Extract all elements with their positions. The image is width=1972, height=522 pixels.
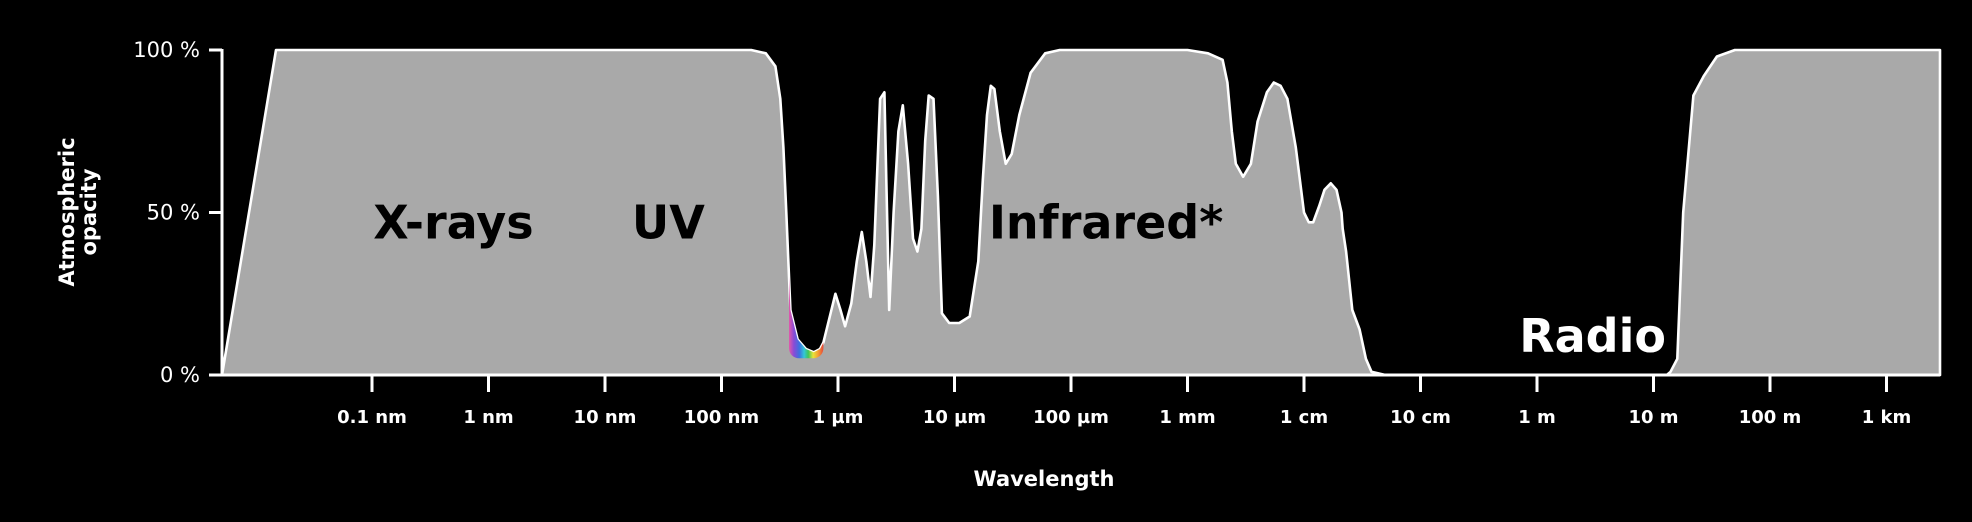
x-tick-label: 10 µm [923, 407, 986, 428]
visible-spectrum-band [789, 50, 824, 359]
x-tick-label: 100 µm [1033, 407, 1109, 428]
x-tick-label: 100 nm [684, 407, 759, 428]
x-tick-label: 0.1 nm [337, 407, 407, 428]
x-tick-label: 10 m [1628, 407, 1678, 428]
x-tick-label: 1 nm [463, 407, 513, 428]
x-tick-label: 100 m [1739, 407, 1802, 428]
y-axis-title-line: opacity [77, 168, 101, 255]
region-label-infrared: Infrared* [989, 195, 1223, 249]
opacity-area [220, 48, 1942, 377]
y-tick-label: 50 % [147, 201, 200, 225]
y-tick-label: 100 % [133, 38, 200, 62]
x-tick-label: 1 m [1518, 407, 1556, 428]
x-axis-title: Wavelength [974, 467, 1115, 491]
x-tick-label: 1 mm [1159, 407, 1215, 428]
y-axis-title: Atmosphericopacity [55, 137, 101, 286]
x-tick-label: 10 cm [1390, 407, 1451, 428]
y-tick-label: 0 % [160, 363, 200, 387]
x-axis-ticks: 0.1 nm 1 nm 10 nm 100 nm 1 µm 10 µm 100 µm 1 mm… [337, 375, 1911, 428]
x-tick-label: 1 cm [1280, 407, 1328, 428]
x-tick-label: 1 µm [813, 407, 864, 428]
y-axis-title-line: Atmospheric [55, 137, 79, 286]
region-label-radio: Radio [1519, 309, 1666, 363]
region-labels: X-rays UV Infrared* Radio [373, 195, 1666, 363]
x-tick-label: 1 km [1862, 407, 1912, 428]
region-label-xrays: X-rays [373, 195, 533, 249]
y-axis-ticks: 0 % 50 % 100 % [133, 38, 222, 387]
x-tick-label: 10 nm [574, 407, 637, 428]
region-label-uv: UV [632, 195, 705, 249]
